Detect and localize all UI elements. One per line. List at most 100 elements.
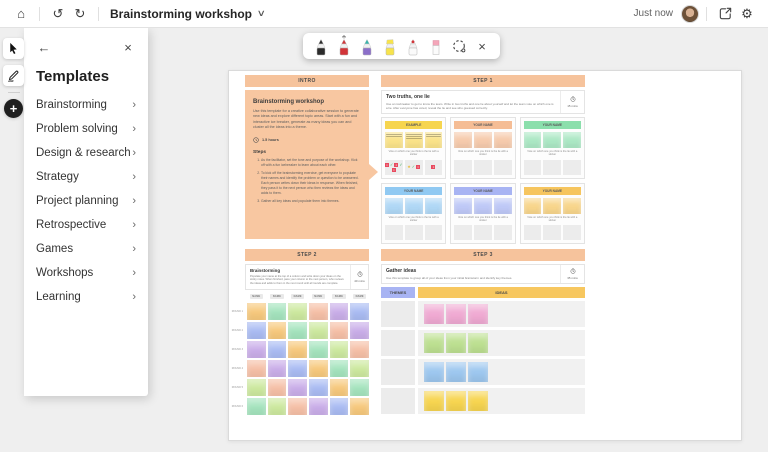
- step1-board[interactable]: YOUR NAME Vote on which one you think is …: [450, 182, 516, 245]
- sticky-note[interactable]: [350, 321, 369, 339]
- templates-item-workshops[interactable]: Workshops ›: [36, 261, 136, 285]
- vote-box[interactable]: [493, 159, 512, 175]
- sticky-note[interactable]: [424, 303, 444, 324]
- sticky-note[interactable]: [404, 197, 423, 214]
- galaxy-pen-button[interactable]: [358, 34, 376, 58]
- sticky-note[interactable]: [474, 197, 492, 214]
- step1-card[interactable]: Two truths, one lie Use an icebreaker to…: [381, 90, 585, 114]
- sticky-note[interactable]: [446, 361, 466, 382]
- sticky-note[interactable]: [350, 340, 369, 358]
- sticky-note[interactable]: [563, 131, 581, 148]
- sticky-note[interactable]: [468, 390, 488, 411]
- sticky-note[interactable]: [247, 340, 266, 358]
- sticky-note[interactable]: [424, 332, 444, 353]
- vote-box[interactable]: [474, 159, 492, 175]
- sticky-note[interactable]: [288, 359, 307, 377]
- vote-box[interactable]: [385, 225, 403, 241]
- sticky-note[interactable]: [446, 332, 466, 353]
- sticky-note[interactable]: [329, 397, 349, 415]
- arrow-pen-button[interactable]: [404, 34, 422, 58]
- name-chip[interactable]: NAME: [332, 293, 346, 299]
- templates-item-games[interactable]: Games ›: [36, 237, 136, 261]
- vote-box[interactable]: ★ ✓ ×: [404, 159, 423, 175]
- theme-box[interactable]: [381, 300, 415, 327]
- select-tool-button[interactable]: [3, 38, 24, 59]
- sticky-note[interactable]: [350, 378, 369, 396]
- sticky-note[interactable]: [543, 197, 562, 214]
- sticky-note[interactable]: [493, 197, 512, 214]
- sticky-note[interactable]: [308, 378, 328, 396]
- step1-board[interactable]: YOUR NAME Vote on which one you think is …: [519, 182, 585, 245]
- vote-box[interactable]: [424, 225, 443, 241]
- sticky-note[interactable]: [308, 340, 328, 358]
- vote-box[interactable]: [474, 225, 492, 241]
- share-button[interactable]: [714, 3, 736, 25]
- vote-box[interactable]: [493, 225, 512, 241]
- templates-item-problem-solving[interactable]: Problem solving ›: [36, 117, 136, 141]
- name-chip[interactable]: NAME: [270, 293, 284, 299]
- sticky-note[interactable]: [288, 378, 307, 396]
- sticky-note[interactable]: [267, 378, 287, 396]
- sticky-note[interactable]: [247, 302, 266, 320]
- sticky-note[interactable]: [308, 302, 328, 320]
- sticky-note[interactable]: [247, 359, 266, 377]
- sticky-note[interactable]: [385, 131, 403, 148]
- sticky-note[interactable]: [523, 131, 542, 148]
- lasso-select-tool-button[interactable]: [450, 34, 468, 58]
- sticky-note[interactable]: [267, 321, 287, 339]
- sticky-note[interactable]: [288, 397, 307, 415]
- sticky-note[interactable]: [247, 321, 266, 339]
- vote-box[interactable]: [404, 225, 423, 241]
- redo-button[interactable]: ↻: [69, 3, 91, 25]
- sticky-note[interactable]: [446, 303, 466, 324]
- eraser-button[interactable]: [427, 34, 445, 58]
- sticky-note[interactable]: [247, 397, 266, 415]
- step1-board[interactable]: YOUR NAME Vote on which one you think is …: [450, 116, 516, 179]
- sticky-note[interactable]: [247, 378, 266, 396]
- highlighter-button[interactable]: [381, 34, 399, 58]
- sticky-note[interactable]: [267, 302, 287, 320]
- sticky-note[interactable]: [424, 361, 444, 382]
- vote-box[interactable]: [523, 159, 542, 175]
- create-button[interactable]: +: [4, 99, 23, 118]
- sticky-note[interactable]: [446, 390, 466, 411]
- vote-box[interactable]: [523, 225, 542, 241]
- sticky-note[interactable]: [563, 197, 581, 214]
- sticky-note[interactable]: [288, 321, 307, 339]
- step1-board[interactable]: YOUR NAME Vote on which one you think is …: [519, 116, 585, 179]
- sticky-note[interactable]: [523, 197, 542, 214]
- step3-card[interactable]: Gather ideas Use this template to group …: [381, 264, 585, 284]
- sticky-note[interactable]: [267, 397, 287, 415]
- vote-box[interactable]: [454, 225, 473, 241]
- sticky-note[interactable]: [404, 131, 423, 148]
- whiteboard-page[interactable]: INTRO Brainstorming workshop Use this te…: [228, 70, 742, 441]
- vote-box[interactable]: [563, 225, 581, 241]
- sticky-note[interactable]: [329, 302, 349, 320]
- sticky-note[interactable]: [424, 390, 444, 411]
- templates-item-retrospective[interactable]: Retrospective ›: [36, 213, 136, 237]
- step2-card[interactable]: Brainstorming Populate your name at the …: [245, 264, 369, 290]
- sticky-note[interactable]: [385, 197, 403, 214]
- templates-item-project-planning[interactable]: Project planning ›: [36, 189, 136, 213]
- templates-item-design-research[interactable]: Design & research ›: [36, 141, 136, 165]
- settings-button[interactable]: ⚙: [736, 3, 758, 25]
- sticky-note[interactable]: [493, 131, 512, 148]
- sticky-note[interactable]: [543, 131, 562, 148]
- sticky-note[interactable]: [308, 321, 328, 339]
- sticky-note[interactable]: [329, 359, 349, 377]
- back-button[interactable]: ←: [36, 40, 52, 56]
- sticky-note[interactable]: [329, 321, 349, 339]
- ink-tool-button[interactable]: [3, 65, 24, 86]
- name-chip[interactable]: NAME: [353, 293, 367, 299]
- sticky-note[interactable]: [350, 397, 369, 415]
- vote-box[interactable]: × ✓ × ✓ ×: [385, 159, 403, 175]
- name-chip[interactable]: NAME: [249, 293, 263, 299]
- templates-item-learning[interactable]: Learning ›: [36, 285, 136, 309]
- vote-box[interactable]: ×: [424, 159, 443, 175]
- vote-box[interactable]: [543, 225, 562, 241]
- name-chip[interactable]: NAME: [311, 293, 325, 299]
- vote-box[interactable]: [543, 159, 562, 175]
- sticky-note[interactable]: [308, 359, 328, 377]
- step1-board[interactable]: EXAMPLE Vote on which one you think is th…: [381, 116, 447, 179]
- intro-card[interactable]: Brainstorming workshop Use this template…: [245, 90, 378, 239]
